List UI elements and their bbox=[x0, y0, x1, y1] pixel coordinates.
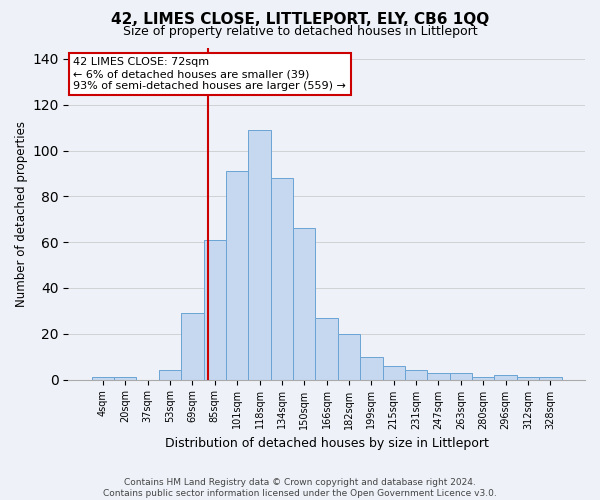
Bar bbox=[114, 378, 136, 380]
Bar bbox=[338, 334, 360, 380]
Bar bbox=[203, 240, 226, 380]
Text: 42 LIMES CLOSE: 72sqm
← 6% of detached houses are smaller (39)
93% of semi-detac: 42 LIMES CLOSE: 72sqm ← 6% of detached h… bbox=[73, 58, 346, 90]
Bar bbox=[405, 370, 427, 380]
Bar bbox=[472, 378, 494, 380]
Bar bbox=[427, 372, 449, 380]
Bar bbox=[383, 366, 405, 380]
Bar bbox=[293, 228, 316, 380]
Bar bbox=[517, 378, 539, 380]
Y-axis label: Number of detached properties: Number of detached properties bbox=[15, 120, 28, 306]
X-axis label: Distribution of detached houses by size in Littleport: Distribution of detached houses by size … bbox=[164, 437, 488, 450]
Bar bbox=[159, 370, 181, 380]
Text: Contains HM Land Registry data © Crown copyright and database right 2024.
Contai: Contains HM Land Registry data © Crown c… bbox=[103, 478, 497, 498]
Bar bbox=[248, 130, 271, 380]
Bar bbox=[316, 318, 338, 380]
Bar bbox=[226, 171, 248, 380]
Bar bbox=[449, 372, 472, 380]
Bar bbox=[360, 356, 383, 380]
Bar bbox=[181, 313, 203, 380]
Bar bbox=[539, 378, 562, 380]
Bar bbox=[494, 375, 517, 380]
Text: Size of property relative to detached houses in Littleport: Size of property relative to detached ho… bbox=[122, 25, 478, 38]
Text: 42, LIMES CLOSE, LITTLEPORT, ELY, CB6 1QQ: 42, LIMES CLOSE, LITTLEPORT, ELY, CB6 1Q… bbox=[111, 12, 489, 28]
Bar bbox=[92, 378, 114, 380]
Bar bbox=[271, 178, 293, 380]
